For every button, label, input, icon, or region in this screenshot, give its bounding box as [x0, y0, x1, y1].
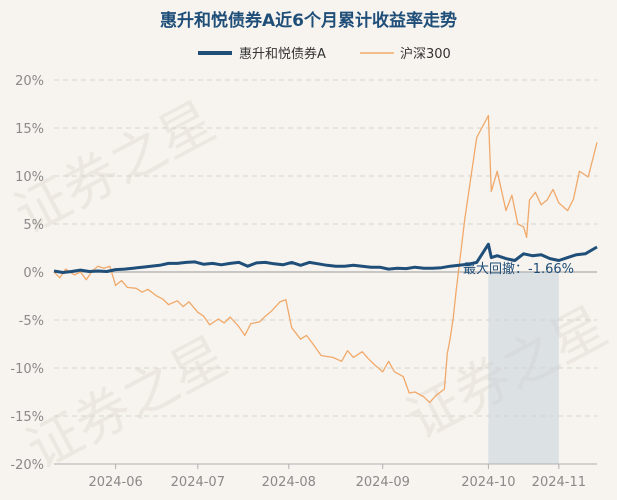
x-tick-label: 2024-10 [461, 475, 515, 490]
y-tick-label: -10% [10, 362, 44, 377]
x-tick-label: 2024-08 [262, 475, 316, 490]
series-line-hs300 [53, 114, 598, 404]
series-line-fund [53, 242, 598, 274]
y-tick-label: -15% [10, 410, 44, 425]
chart-title: 惠升和悦债券A近6个月累计收益率走势 [160, 11, 457, 31]
y-tick-label: 0% [23, 266, 44, 281]
drawdown-label: 最大回撤：-1.66% [463, 261, 574, 277]
legend: 惠升和悦债券A 沪深300 [198, 46, 451, 62]
x-tick-label: 2024-11 [532, 475, 586, 490]
watermark-text: 证券之星 [17, 324, 237, 481]
x-tick-label: 2024-06 [88, 475, 142, 490]
y-tick-label: -5% [19, 314, 44, 329]
legend-label-fund: 惠升和悦债券A [239, 46, 326, 62]
y-tick-label: 20% [15, 74, 44, 89]
y-tick-label: 15% [15, 122, 44, 137]
x-tick-label: 2024-07 [171, 475, 225, 490]
y-tick-label: 5% [23, 218, 44, 233]
x-tick-label: 2024-09 [356, 475, 410, 490]
legend-label-hs300: 沪深300 [400, 46, 451, 62]
y-tick-label: 10% [15, 170, 44, 185]
y-tick-label: -20% [10, 458, 44, 473]
